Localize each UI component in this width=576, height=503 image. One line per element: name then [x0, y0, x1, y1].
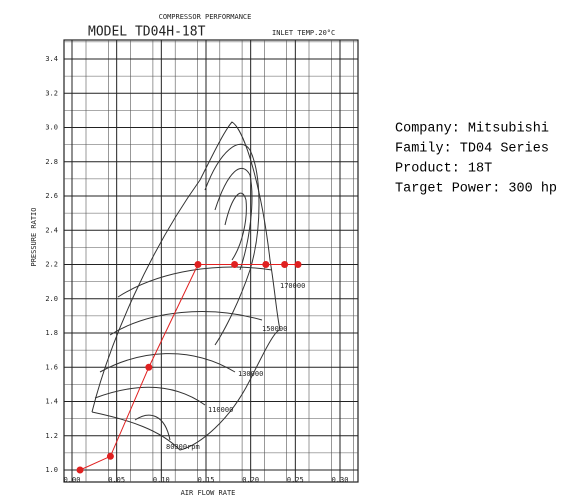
y-axis-label: PRESSURE RATIO — [30, 207, 38, 266]
data-point — [194, 261, 202, 268]
info-panel: Company: Mitsubishi Family: TD04 Series Pr… — [395, 122, 557, 197]
data-point — [294, 261, 302, 268]
y-tick-label: 2.6 — [45, 192, 58, 200]
model: MODEL TD04H-18T — [88, 25, 206, 40]
annotation: 80000rpm — [166, 443, 200, 451]
subtitle: INLET TEMP.20°C — [272, 29, 335, 37]
choke-line — [91, 329, 281, 451]
y-tick-label: 1.4 — [45, 398, 58, 406]
y-tick-label: 1.6 — [45, 363, 58, 371]
x-tick-label: 0.30 — [332, 476, 349, 484]
annotation: 110000 — [208, 406, 233, 414]
efficiency-island — [204, 143, 260, 346]
y-tick-label: 3.4 — [45, 55, 58, 63]
x-tick-label: 0.00 — [64, 476, 81, 484]
annotation: 170000 — [280, 282, 305, 290]
data-point — [106, 452, 114, 460]
x-tick-label: 0.25 — [287, 476, 304, 484]
x-tick-label: 0.15 — [198, 476, 215, 484]
data-point — [76, 466, 84, 474]
efficiency-island — [214, 168, 253, 271]
y-tick-label: 1.0 — [45, 466, 58, 474]
data-point — [262, 261, 270, 268]
y-tick-label: 2.8 — [45, 158, 58, 166]
y-tick-label: 2.0 — [45, 295, 58, 303]
y-tick-label: 3.0 — [45, 124, 58, 132]
speed-line — [109, 311, 263, 336]
map-outline — [91, 121, 281, 413]
x-tick-label: 0.05 — [108, 476, 125, 484]
y-tick-label: 2.4 — [45, 226, 58, 234]
y-tick-label: 2.2 — [45, 261, 58, 269]
speed-line — [117, 266, 273, 298]
data-point — [145, 363, 153, 371]
annotation: 150000 — [262, 325, 287, 333]
x-axis-label: AIR FLOW RATE — [181, 489, 236, 497]
speed-line — [94, 386, 206, 406]
x-tick-label: 0.10 — [153, 476, 170, 484]
x-tick-label: 0.20 — [242, 476, 259, 484]
info-line: Family: TD04 Series — [395, 142, 549, 157]
info-line: Company: Mitsubishi — [395, 122, 549, 137]
info-line: Product: 18T — [395, 162, 492, 177]
efficiency-island — [224, 192, 247, 261]
grid — [64, 40, 358, 482]
data-point — [281, 261, 289, 268]
chart-title: COMPRESSOR PERFORMANCE — [159, 13, 252, 21]
y-tick-label: 1.2 — [45, 432, 58, 440]
y-tick-label: 1.8 — [45, 329, 58, 337]
data-point — [231, 261, 239, 268]
annotation: 130000 — [238, 370, 263, 378]
y-tick-label: 3.2 — [45, 89, 58, 97]
speed-line — [134, 414, 171, 441]
info-line: Target Power: 300 hp — [395, 182, 557, 197]
compressor-map — [91, 121, 281, 451]
speed-line — [99, 353, 236, 373]
